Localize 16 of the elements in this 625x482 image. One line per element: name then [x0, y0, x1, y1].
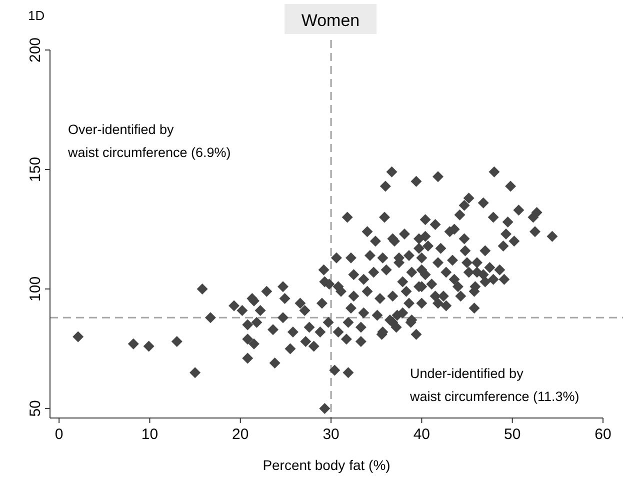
x-tick-label: 30	[322, 426, 340, 443]
x-tick-label: 50	[504, 426, 521, 443]
y-tick-label: 200	[27, 37, 44, 63]
x-tick-label: 0	[54, 426, 64, 443]
chart-title: Women	[301, 11, 360, 30]
annotation: Over-identified by waist circumference (6.9%)	[67, 122, 231, 160]
x-tick-label: 60	[594, 426, 612, 443]
y-tick-label: 50	[27, 400, 44, 417]
y-tick-label: 150	[27, 156, 44, 182]
x-tick-label: 20	[232, 426, 249, 443]
x-tick-label: 40	[413, 426, 430, 443]
x-tick-label: 10	[141, 426, 158, 443]
x-axis-title: Percent body fat (%)	[262, 457, 390, 473]
y-tick-label: 100	[27, 276, 44, 302]
annotation: Under-identified by waist circumference (11.3%)	[409, 366, 580, 404]
text: 1D	[28, 8, 45, 23]
